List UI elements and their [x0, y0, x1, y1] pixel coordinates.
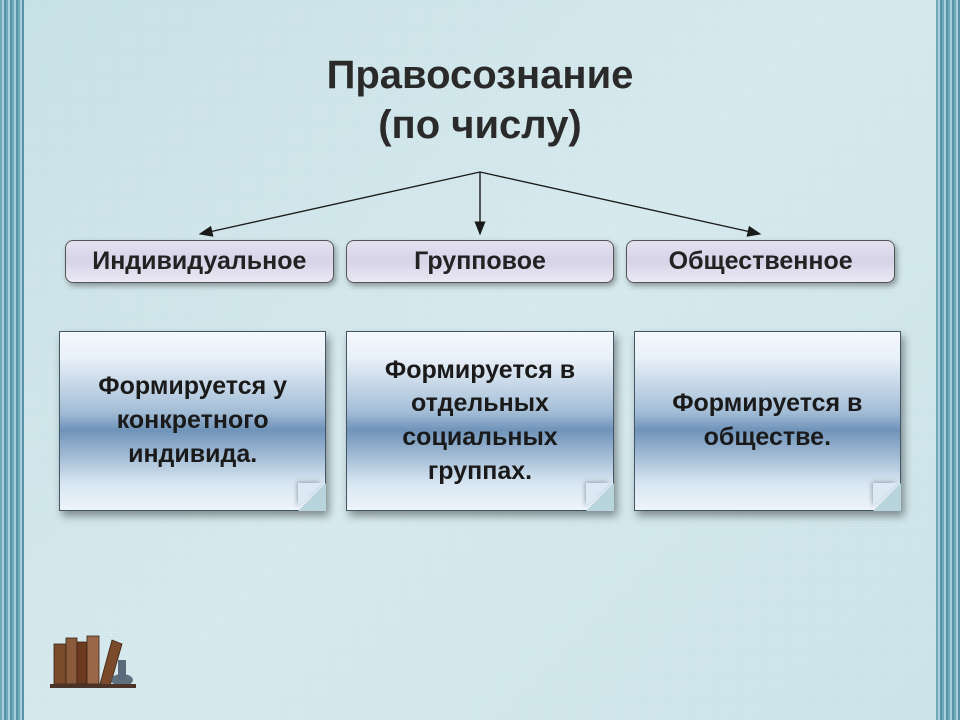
slide-content: Правосознание (по числу) Индивидуальное …: [0, 0, 960, 720]
category-label: Групповое: [414, 247, 546, 275]
title-line-2: (по числу): [55, 100, 905, 150]
category-social: Общественное: [626, 240, 895, 283]
description-row: Формируется у конкретного индивида. Форм…: [59, 331, 901, 511]
category-label: Индивидуальное: [92, 247, 306, 275]
description-individual: Формируется у конкретного индивида.: [59, 331, 326, 511]
arrow-left: [200, 172, 480, 234]
category-group: Групповое: [346, 240, 615, 283]
description-text: Формируется у конкретного индивида.: [78, 370, 307, 471]
description-text: Формируется в обществе.: [653, 387, 882, 455]
arrow-connectors: [70, 170, 890, 240]
title-line-1: Правосознание: [55, 50, 905, 100]
description-text: Формируется в отдельных социальных групп…: [365, 354, 594, 489]
description-social: Формируется в обществе.: [634, 331, 901, 511]
description-group: Формируется в отдельных социальных групп…: [346, 331, 613, 511]
arrow-right: [480, 172, 760, 234]
page-curl-icon: [586, 483, 614, 511]
page-curl-icon: [298, 483, 326, 511]
category-row: Индивидуальное Групповое Общественное: [65, 240, 895, 283]
page-curl-icon: [873, 483, 901, 511]
slide-title: Правосознание (по числу): [55, 50, 905, 150]
books-icon: [48, 622, 138, 692]
arrows-svg: [70, 170, 890, 240]
category-label: Общественное: [669, 247, 853, 275]
category-individual: Индивидуальное: [65, 240, 334, 283]
